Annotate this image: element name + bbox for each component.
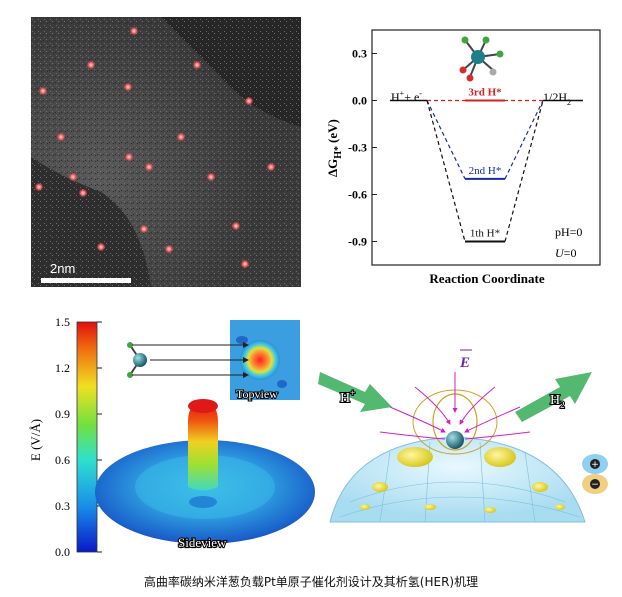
field-vector-label: E (459, 355, 470, 371)
field-panel: 1.5 1.2 0.9 0.6 0.3 0.0 E (V/Å) Sideview Topv… (28, 315, 608, 557)
pathway-dash (426, 100, 466, 242)
pt-single-atom (124, 152, 134, 162)
colorbar-tick-label: 0.3 (55, 499, 70, 513)
y-ticks: 0.3 0.0 -0.3 -0.6 -0.9 (348, 47, 377, 249)
topview-label: Topview (236, 387, 278, 401)
y-tick-label: -0.3 (348, 141, 367, 155)
stem-image: 2nm (31, 17, 301, 287)
stem-svg (31, 17, 301, 287)
pt-single-atom (34, 182, 44, 192)
y-tick-label: -0.6 (348, 188, 367, 202)
u-condition: U=0 (555, 246, 576, 260)
charge-legend: + − (582, 454, 608, 494)
y-tick-label: -0.9 (348, 235, 367, 249)
pt-single-atom (56, 132, 66, 142)
pt-single-atom (176, 132, 186, 142)
colorbar-tick-label: 0.0 (55, 545, 70, 557)
pathway-dash (504, 100, 544, 242)
x-axis-label: Reaction Coordinate (429, 271, 544, 286)
energy-diagram: 0.3 0.0 -0.3 -0.6 -0.9 ΔGH*(eV) Reaction Coo… (325, 29, 601, 286)
pt-single-atom (96, 242, 106, 252)
pt-single-atom (266, 162, 276, 172)
pt-single-atom (244, 96, 254, 106)
pathway-dash (504, 100, 544, 180)
scale-label: 2nm (50, 261, 76, 276)
ph-condition: pH=0 (555, 225, 582, 239)
figure-caption: 高曲率碳纳米洋葱负载Pt单原子催化剂设计及其析氢(HER)机理 (143, 575, 479, 589)
y-axis-label: ΔGH*(eV) (325, 119, 344, 177)
colorbar-tick-label: 1.5 (55, 315, 70, 329)
pt-atom (446, 431, 464, 449)
energy-level-label: 1th H* (470, 228, 500, 240)
pt-single-atom (206, 172, 216, 182)
product-label: 1/2H2 (543, 90, 571, 107)
pt-single-atom (164, 244, 174, 254)
plus-icon: + (591, 460, 599, 470)
colorbar-ticks: 1.5 1.2 0.9 0.6 0.3 0.0 (55, 315, 102, 557)
pt-single-atom (139, 224, 149, 234)
colorbar-label: E (V/Å) (28, 419, 43, 461)
approach-molecule (127, 342, 249, 378)
pt-single-atom (68, 172, 78, 182)
minus-icon: − (591, 480, 599, 490)
pt-single-atom (129, 26, 139, 36)
pt-single-atom (240, 259, 250, 269)
energy-level-label: 2nd H* (469, 165, 502, 177)
colorbar-tick-label: 0.6 (55, 453, 70, 467)
pt-single-atom (144, 162, 154, 172)
colorbar (76, 321, 98, 553)
pathway-dash (426, 100, 466, 180)
y-tick-label: 0.3 (352, 47, 367, 61)
pt-single-atom (192, 60, 202, 70)
catalyst-illustration: E (329, 349, 586, 523)
colorbar-tick-label: 1.2 (55, 361, 70, 375)
h-plus-arrow: H+ (318, 372, 392, 412)
scale-bar (41, 278, 131, 283)
pt-single-atom (78, 188, 88, 198)
reactant-label: H++ e- (391, 89, 422, 104)
svg-text:H+: H+ (340, 388, 355, 406)
y-tick-label: 0.0 (352, 94, 367, 108)
h2-arrow: H2 (515, 372, 592, 422)
svg-text:H2: H2 (550, 393, 565, 410)
pt-single-atom (86, 60, 96, 70)
pt-single-atom (231, 221, 241, 231)
pt-single-atom (123, 82, 133, 92)
energy-levels: 3rd H* 2nd H* 1th H* (390, 87, 583, 243)
molecule-icon (459, 36, 504, 82)
sideview-plot: Sideview (95, 399, 315, 551)
pt-single-atom (38, 86, 48, 96)
colorbar-tick-label: 0.9 (55, 407, 70, 421)
energy-level-label: 3rd H* (468, 87, 502, 99)
sideview-label: Sideview (178, 535, 227, 550)
